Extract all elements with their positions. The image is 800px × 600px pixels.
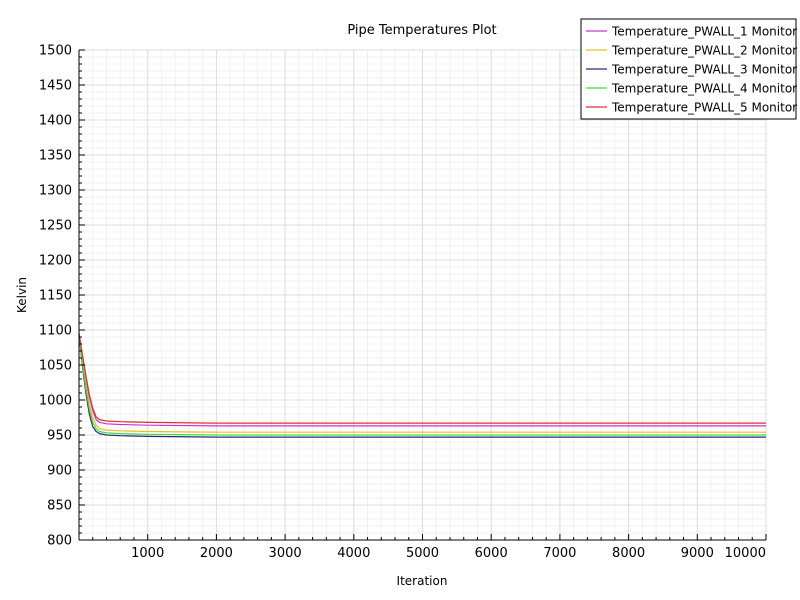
y-tick-label: 1350 bbox=[39, 149, 72, 164]
y-tick-label: 1300 bbox=[39, 184, 72, 199]
series-line-5 bbox=[78, 333, 766, 424]
legend-label-5: Temperature_PWALL_5 Monitor bbox=[611, 101, 797, 115]
y-tick-label: 1150 bbox=[39, 289, 72, 304]
x-tick-label: 6000 bbox=[475, 546, 508, 561]
x-tick-label: 2000 bbox=[200, 546, 233, 561]
y-tick-label: 1450 bbox=[39, 79, 72, 94]
x-tick-label: 3000 bbox=[269, 546, 302, 561]
legend: Temperature_PWALL_1 Monitor Temperature_P… bbox=[580, 18, 797, 120]
legend-label-4: Temperature_PWALL_4 Monitor bbox=[611, 82, 797, 96]
y-axis-title: Kelvin bbox=[15, 277, 29, 313]
x-tick-label: 1000 bbox=[131, 546, 164, 561]
x-tick-label: 8000 bbox=[612, 546, 645, 561]
series-line-4 bbox=[78, 333, 766, 436]
y-tick-label: 1400 bbox=[39, 114, 72, 129]
chart-title: Pipe Temperatures Plot bbox=[347, 23, 496, 38]
y-tick-label: 1050 bbox=[39, 359, 72, 374]
y-tick-label: 900 bbox=[47, 464, 72, 479]
x-tick-label: 5000 bbox=[406, 546, 439, 561]
y-tick-label: 1100 bbox=[39, 324, 72, 339]
x-axis-title: Iteration bbox=[397, 574, 448, 588]
y-tick-label: 800 bbox=[47, 534, 72, 549]
x-tick-label: 9000 bbox=[681, 546, 714, 561]
legend-label-2: Temperature_PWALL_2 Monitor bbox=[611, 44, 797, 58]
series-line-3 bbox=[78, 333, 766, 438]
series-line-1 bbox=[78, 333, 766, 427]
x-tick-label: 4000 bbox=[337, 546, 370, 561]
y-tick-label: 1200 bbox=[39, 254, 72, 269]
y-tick-label: 850 bbox=[47, 499, 72, 514]
legend-box bbox=[580, 18, 797, 120]
y-tick-label: 1000 bbox=[39, 394, 72, 409]
series-layer bbox=[78, 333, 766, 438]
y-tick-label: 1500 bbox=[39, 44, 72, 59]
x-tick-label: 7000 bbox=[543, 546, 576, 561]
y-tick-label: 1250 bbox=[39, 219, 72, 234]
legend-label-1: Temperature_PWALL_1 Monitor bbox=[611, 25, 797, 39]
legend-label-3: Temperature_PWALL_3 Monitor bbox=[611, 63, 797, 77]
y-tick-label: 950 bbox=[47, 429, 72, 444]
ticks-layer: 1000 2000 3000 4000 5000 6000 7000 8000 9000 1000… bbox=[39, 44, 767, 561]
x-tick-label: 10000 bbox=[725, 546, 766, 561]
